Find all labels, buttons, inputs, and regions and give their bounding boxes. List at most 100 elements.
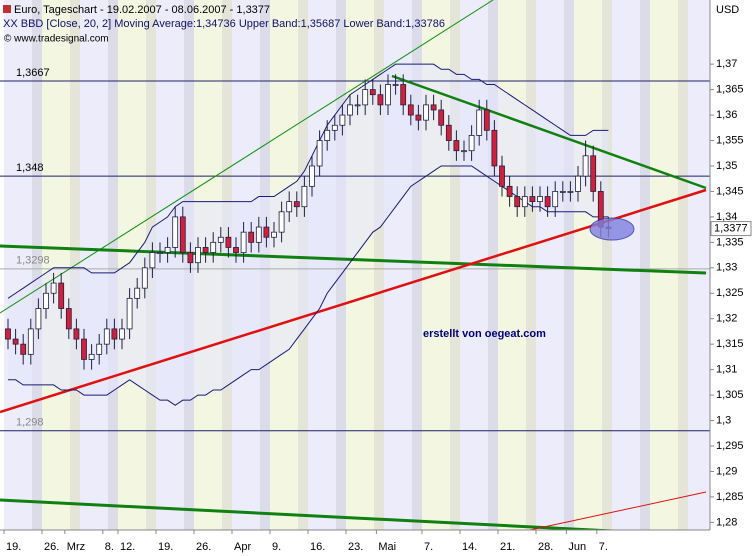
candle-body [552, 191, 559, 208]
candle-body [582, 155, 589, 177]
y-tick-label: 1,305 [716, 389, 744, 401]
candle-body [278, 211, 285, 233]
candle-body [461, 150, 467, 153]
y-tick-label: 1,355 [716, 134, 744, 146]
x-axis-panel [0, 530, 752, 556]
plot: 1,3667 1,348 1,3298 1,298 [0, 0, 710, 534]
candle-body [157, 252, 163, 254]
candle-body [331, 124, 338, 131]
x-tick-label: 26. [196, 541, 211, 553]
price-tag-label: 1,3377 [714, 223, 748, 235]
candle-body [35, 308, 42, 330]
h-line-label: 1,348 [16, 162, 44, 174]
candle-body [225, 236, 232, 248]
x-tick-label: 28. [538, 541, 553, 553]
subtitle: XX BBD [Close, 20, 2] Moving Average:1,3… [3, 18, 445, 30]
x-tick-label: 21. [500, 541, 515, 553]
candle-body [559, 191, 566, 193]
x-tick-label: 12. [120, 541, 135, 553]
y-tick-label: 1,35 [716, 160, 737, 172]
candle-body [316, 140, 323, 167]
candle-body [119, 328, 125, 340]
candle-body [415, 114, 422, 121]
x-tick-label: 23. [348, 541, 363, 553]
source: © www.tradesignal.com [4, 34, 109, 45]
week-stripe [412, 0, 422, 530]
y-tick-label: 1,34 [716, 211, 737, 223]
candle-body [590, 155, 597, 192]
candle-body [126, 297, 133, 330]
candle-body [476, 109, 483, 136]
week-stripe [564, 0, 574, 530]
x-tick-label: 19. [6, 541, 21, 553]
y-tick-label: 1,31 [716, 364, 737, 376]
h-line-label: 1,3667 [16, 67, 50, 79]
candle-body [575, 175, 581, 192]
candle-body [369, 89, 376, 96]
y-tick-label: 1,345 [716, 185, 744, 197]
candle-body [96, 343, 103, 355]
upper-band [7, 63, 609, 299]
y-tick-label: 1,33 [716, 262, 737, 274]
trend-line [0, 188, 707, 414]
overlay: Euro, Tageschart - 19.02.2007 - 08.06.20… [3, 4, 739, 340]
candle-body [81, 338, 87, 360]
y-tick-label: 1,37 [716, 58, 737, 70]
y-tick-label: 1,28 [716, 516, 737, 528]
y-tick-label: 1,29 [716, 465, 737, 477]
week-stripe [602, 0, 612, 530]
y-axis-label: USD [716, 4, 739, 16]
candle-body [271, 231, 277, 238]
y-tick-label: 1,285 [716, 491, 744, 503]
candle-body [141, 267, 148, 289]
x-tick-label: Mai [378, 541, 396, 553]
candle-body [377, 94, 384, 106]
candle-body [483, 109, 490, 131]
candle-body [362, 89, 369, 106]
candle-body [149, 252, 156, 269]
candle-body [347, 104, 353, 116]
candle-body [134, 287, 141, 299]
x-tick-label: 9. [272, 541, 281, 553]
candle-body [58, 282, 65, 309]
candle-body [354, 104, 361, 107]
candle-body [255, 226, 262, 243]
candle-body [567, 191, 574, 193]
candle-body [544, 196, 551, 208]
candle-body [286, 201, 293, 213]
trend-line [0, 498, 633, 534]
candle-body [217, 236, 224, 243]
candle-body [445, 124, 452, 141]
h-line-label: 1,3298 [16, 255, 50, 267]
week-stripe [640, 0, 650, 530]
week-stripe [108, 0, 118, 530]
trend-line [529, 491, 707, 531]
candle-body [430, 104, 437, 111]
y-tick-label: 1,3 [716, 414, 731, 426]
candle-body [88, 353, 95, 360]
week-stripe [32, 0, 42, 530]
candle-body [506, 185, 513, 197]
x-tick-label: 14. [462, 541, 477, 553]
x-tick-label: Apr [234, 541, 251, 553]
candle-body [20, 343, 27, 355]
x-tick-label: 7. [424, 541, 433, 553]
candle-body [438, 109, 445, 126]
candle-body [453, 140, 460, 152]
candle-body [195, 247, 201, 264]
candle-body [164, 247, 171, 253]
candle-body [73, 328, 80, 340]
candle-body [529, 196, 536, 203]
candle-body [111, 328, 118, 340]
candle-body [50, 282, 57, 294]
week-stripe [450, 0, 460, 530]
candle-body [293, 201, 300, 208]
candle-body [248, 231, 255, 243]
trend-line [0, 0, 494, 314]
candle-body [202, 247, 209, 253]
y-tick-label: 1,335 [716, 236, 744, 248]
candle-body [309, 165, 315, 187]
candle-body [468, 135, 475, 152]
x-tick-label: 8. [105, 541, 114, 553]
